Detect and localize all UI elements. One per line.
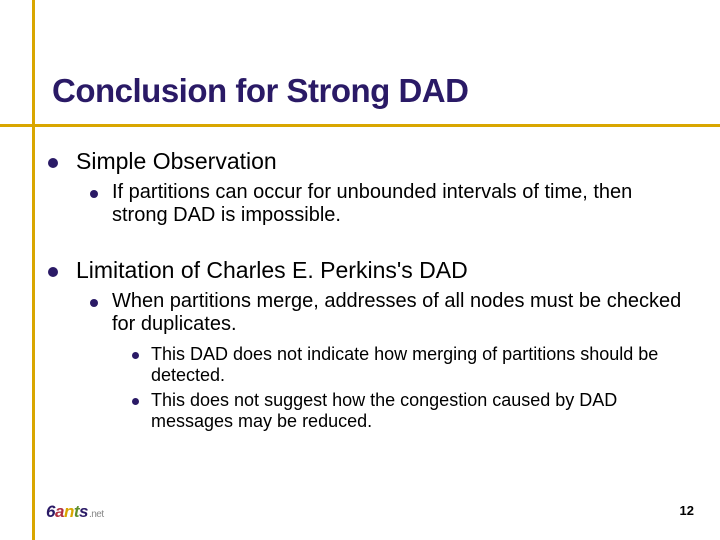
- logo-suffix: .net: [89, 509, 104, 520]
- bullet-level2: When partitions merge, addresses of all …: [90, 290, 688, 336]
- logo-char: n: [64, 502, 74, 521]
- logo-char: s: [79, 502, 88, 521]
- bullet-icon: [90, 299, 98, 307]
- bullet-level1: Simple Observation: [48, 148, 688, 175]
- bullet-level3: This does not suggest how the congestion…: [132, 390, 688, 432]
- vertical-accent-rule: [32, 0, 35, 540]
- bullet-text: If partitions can occur for unbounded in…: [112, 181, 688, 227]
- bullet-icon: [132, 398, 139, 405]
- horizontal-accent-rule: [0, 124, 720, 127]
- slide-title: Conclusion for Strong DAD: [52, 72, 468, 110]
- bullet-level2: If partitions can occur for unbounded in…: [90, 181, 688, 227]
- logo-char: 6: [46, 502, 55, 521]
- slide-body: Simple Observation If partitions can occ…: [48, 148, 688, 436]
- bullet-level3: This DAD does not indicate how merging o…: [132, 344, 688, 386]
- bullet-icon: [90, 190, 98, 198]
- bullet-icon: [48, 158, 58, 168]
- bullet-text: Limitation of Charles E. Perkins's DAD: [76, 257, 468, 284]
- bullet-icon: [132, 352, 139, 359]
- logo-char: a: [55, 502, 64, 521]
- page-number: 12: [680, 503, 694, 518]
- bullet-text: This does not suggest how the congestion…: [151, 390, 688, 432]
- bullet-level1: Limitation of Charles E. Perkins's DAD: [48, 257, 688, 284]
- bullet-text: When partitions merge, addresses of all …: [112, 290, 688, 336]
- bullet-text: This DAD does not indicate how merging o…: [151, 344, 688, 386]
- bullet-text: Simple Observation: [76, 148, 277, 175]
- bullet-icon: [48, 267, 58, 277]
- footer-logo: 6ants.net: [46, 502, 104, 522]
